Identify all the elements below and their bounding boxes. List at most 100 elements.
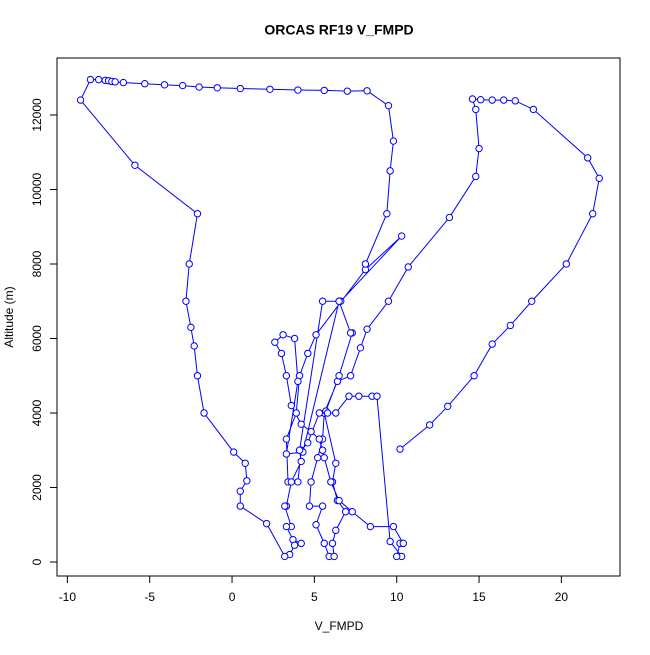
data-point: [373, 392, 381, 400]
data-point: [94, 75, 103, 84]
data-point: [470, 372, 478, 380]
y-tick-label: 2000: [30, 474, 44, 501]
data-point: [472, 172, 480, 181]
data-point: [236, 487, 244, 495]
data-point: [529, 105, 538, 114]
data-point: [243, 477, 251, 485]
data-point: [332, 409, 340, 417]
data-point: [361, 260, 370, 268]
data-point: [294, 86, 302, 94]
data-point: [345, 392, 353, 400]
data-point: [312, 521, 320, 529]
y-tick-label: 8000: [30, 250, 44, 277]
data-point: [346, 372, 355, 380]
data-point: [356, 344, 365, 352]
data-point: [141, 80, 149, 88]
x-tick-label: -10: [59, 590, 77, 604]
data-point: [297, 420, 305, 428]
data-point: [318, 502, 327, 510]
data-point: [355, 392, 363, 400]
data-point: [320, 539, 328, 548]
data-point: [241, 459, 249, 467]
data-point: [292, 409, 300, 417]
data-point: [488, 96, 496, 104]
data-point: [187, 323, 195, 332]
data-point: [366, 522, 375, 531]
data-point: [307, 427, 315, 436]
data-point: [313, 453, 322, 462]
data-point: [294, 377, 302, 386]
data-point: [86, 75, 95, 84]
data-point: [383, 210, 391, 218]
data-point: [363, 87, 371, 95]
data-point: [281, 502, 289, 510]
x-tick-label: 10: [390, 590, 404, 604]
data-point: [332, 526, 340, 535]
y-tick-label: 4000: [30, 399, 44, 426]
data-point: [397, 232, 406, 240]
data-point: [262, 519, 271, 528]
data-point: [287, 401, 296, 410]
data-point: [193, 372, 202, 380]
data-point: [282, 450, 291, 458]
data-point: [399, 539, 407, 548]
data-point: [304, 349, 312, 358]
data-point: [445, 213, 454, 222]
data-point: [185, 260, 193, 268]
data-point: [346, 329, 355, 337]
data-point: [348, 508, 356, 516]
data-point: [111, 78, 119, 86]
data-point: [213, 84, 221, 92]
data-point: [472, 105, 480, 114]
data-point: [287, 478, 296, 486]
data-point: [236, 84, 244, 93]
data-point: [305, 502, 314, 510]
data-point: [386, 537, 394, 546]
data-point: [584, 154, 592, 162]
x-tick-label: 5: [311, 590, 318, 604]
x-tick-label: -5: [144, 590, 155, 604]
data-point: [343, 87, 352, 95]
data-point: [277, 349, 286, 358]
chart-title: ORCAS RF19 V_FMPD: [264, 22, 413, 38]
data-point: [328, 539, 337, 548]
data-point: [595, 174, 603, 183]
y-tick-label: 12000: [30, 98, 44, 132]
data-point: [363, 325, 371, 333]
data-point: [335, 496, 343, 505]
data-point: [444, 402, 452, 410]
data-point: [335, 372, 343, 380]
data-point: [193, 210, 202, 218]
data-point: [500, 96, 508, 104]
data-point: [315, 409, 324, 417]
data-point: [282, 522, 291, 531]
data-point: [282, 372, 291, 380]
data-point: [229, 448, 238, 456]
data-point: [160, 81, 169, 89]
data-point: [468, 95, 477, 103]
data-point: [297, 457, 305, 466]
data-point: [511, 97, 519, 105]
data-point: [341, 508, 350, 516]
data-point: [178, 81, 187, 90]
data-point: [131, 161, 139, 169]
data-point: [528, 297, 536, 305]
data-point: [290, 334, 299, 343]
data-point: [393, 552, 401, 561]
x-tick-label: 20: [555, 590, 569, 604]
data-point: [119, 78, 128, 87]
data-point: [76, 96, 85, 104]
y-axis-label: Altitude (m): [2, 286, 16, 347]
data-point: [281, 552, 289, 561]
data-point: [335, 297, 343, 305]
data-point: [389, 137, 398, 145]
data-point: [315, 435, 324, 443]
data-point: [307, 478, 315, 486]
data-point: [195, 83, 203, 91]
data-point: [588, 210, 597, 218]
data-point: [384, 297, 393, 305]
data-point: [182, 297, 190, 305]
data-point: [200, 409, 208, 417]
data-point: [386, 167, 394, 175]
